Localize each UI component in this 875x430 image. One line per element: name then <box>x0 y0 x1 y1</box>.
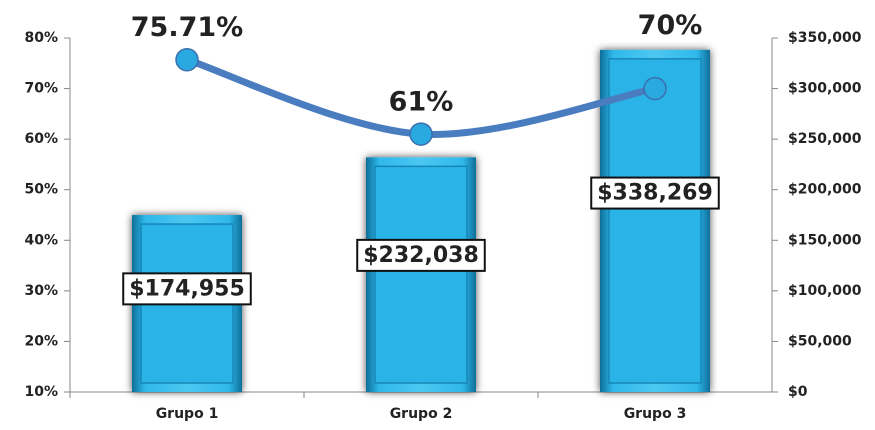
y2-tick-label: $100,000 <box>788 283 862 299</box>
y-tick-label: 20% <box>24 333 58 349</box>
bar-bevel <box>608 58 702 384</box>
line-value-label: 61% <box>389 87 454 118</box>
bar-value-label: $174,955 <box>129 276 245 301</box>
label-box <box>356 238 486 272</box>
line-value-label: 75.71% <box>131 12 243 43</box>
y-tick-label: 30% <box>24 283 58 299</box>
line-point <box>175 47 199 72</box>
bar-value-label: $232,038 <box>363 243 479 268</box>
x-tick-label: Grupo 3 <box>624 406 687 422</box>
y-tick-label: 50% <box>24 182 58 198</box>
y-tick-label: 40% <box>24 232 58 248</box>
x-tick-label: Grupo 2 <box>390 406 453 422</box>
y2-tick-label: $350,000 <box>788 30 862 46</box>
y2-tick-label: $150,000 <box>788 232 862 248</box>
y2-tick-label: $200,000 <box>788 182 862 198</box>
y-tick-label: 70% <box>24 81 58 97</box>
label-box <box>590 176 720 210</box>
line-point <box>409 122 433 146</box>
y2-tick-label: $50,000 <box>788 333 852 349</box>
y2-tick-label: $250,000 <box>788 131 862 147</box>
label-box <box>122 272 252 306</box>
line-value-label: 70% <box>638 10 703 41</box>
line-point <box>643 76 667 101</box>
y2-tick-label: $0 <box>788 384 808 400</box>
y2-tick-label: $300,000 <box>788 81 862 97</box>
y-tick-label: 60% <box>24 131 58 147</box>
x-tick-label: Grupo 1 <box>156 406 219 422</box>
y-tick-label: 10% <box>24 384 58 400</box>
bar-bevel <box>374 165 468 384</box>
y-tick-label: 80% <box>24 30 58 46</box>
bar-value-label: $338,269 <box>597 181 713 206</box>
